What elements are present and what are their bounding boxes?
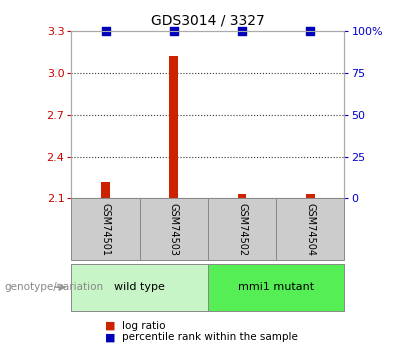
- Text: ■: ■: [105, 333, 116, 342]
- Point: [171, 28, 177, 34]
- Bar: [71, 198, 139, 260]
- Point: [102, 28, 109, 34]
- Text: wild type: wild type: [114, 282, 165, 292]
- Text: log ratio: log ratio: [122, 321, 165, 331]
- Bar: [276, 198, 344, 260]
- Text: percentile rank within the sample: percentile rank within the sample: [122, 333, 298, 342]
- Bar: [238, 194, 247, 198]
- Text: genotype/variation: genotype/variation: [4, 282, 103, 292]
- Text: mmi1 mutant: mmi1 mutant: [238, 282, 314, 292]
- Bar: [139, 198, 208, 260]
- Text: GSM74501: GSM74501: [100, 203, 110, 256]
- Point: [239, 28, 245, 34]
- Bar: [71, 264, 208, 310]
- Bar: [101, 181, 110, 198]
- Text: ■: ■: [105, 321, 116, 331]
- Bar: [306, 194, 315, 198]
- Text: GSM74502: GSM74502: [237, 203, 247, 256]
- Bar: [208, 264, 344, 310]
- Title: GDS3014 / 3327: GDS3014 / 3327: [151, 13, 265, 27]
- Bar: [169, 56, 178, 198]
- Text: GSM74503: GSM74503: [169, 203, 179, 256]
- Bar: [208, 198, 276, 260]
- Text: GSM74504: GSM74504: [305, 203, 315, 256]
- Point: [307, 28, 314, 34]
